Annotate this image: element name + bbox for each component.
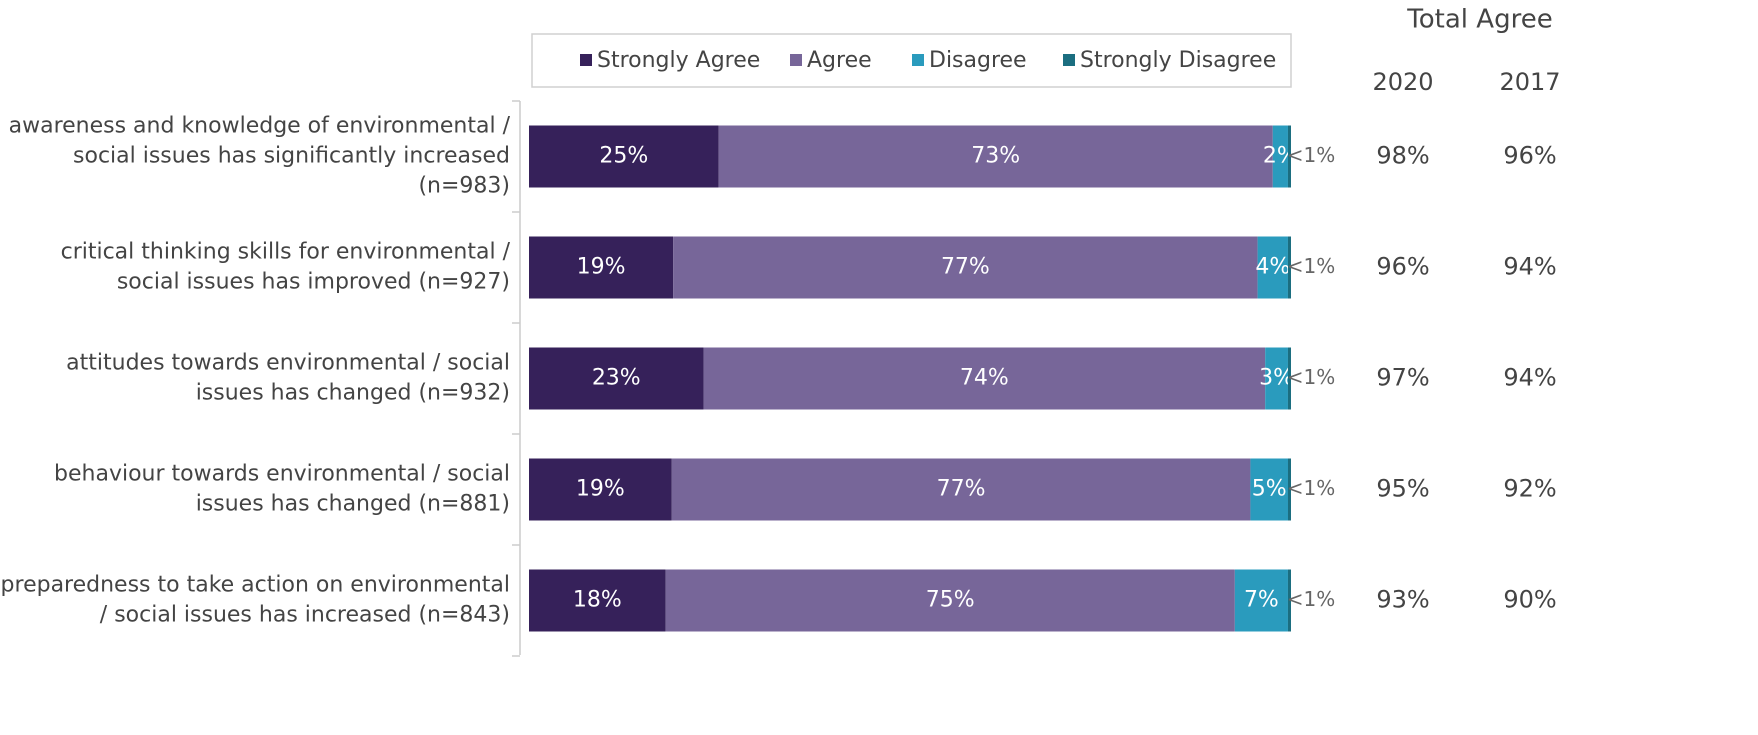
category-label: awareness and knowledge of environmental…	[9, 114, 511, 199]
category-label: preparedness to take action on environme…	[1, 573, 510, 628]
column-header: 2017	[1499, 68, 1560, 96]
legend-label: Agree	[807, 48, 872, 73]
bar-segment	[1234, 569, 1288, 632]
data-label: <1%	[1287, 587, 1336, 611]
legend-label: Strongly Agree	[597, 48, 760, 73]
total-agree-value: 94%	[1503, 364, 1556, 392]
data-label: 4%	[1255, 255, 1290, 280]
data-label: 74%	[960, 366, 1009, 391]
bar-segment	[671, 458, 1251, 521]
data-label: 18%	[573, 588, 622, 613]
legend-label: Strongly Disagree	[1080, 48, 1276, 73]
data-label: 19%	[576, 477, 625, 502]
bar-segment	[529, 458, 672, 521]
bar-segment	[1287, 125, 1291, 188]
total-agree-value: 95%	[1376, 475, 1429, 503]
legend-swatch	[790, 54, 802, 66]
data-label: 7%	[1244, 588, 1279, 613]
bar-segment	[529, 125, 719, 188]
bar-segment	[1257, 236, 1288, 299]
bar-segment	[718, 125, 1273, 188]
data-label: 2%	[1263, 144, 1298, 169]
total-agree-title: Total Agree	[1406, 5, 1552, 35]
bar-segment	[1287, 458, 1291, 521]
total-agree-value: 90%	[1503, 586, 1556, 614]
category-label: behaviour towards environmental / social…	[54, 462, 510, 517]
data-label: 19%	[577, 255, 626, 280]
data-label: <1%	[1287, 365, 1336, 389]
bar-segment	[529, 236, 674, 299]
total-agree-value: 96%	[1503, 142, 1556, 170]
category-label: attitudes towards environmental / social…	[66, 351, 510, 406]
data-label: <1%	[1287, 143, 1336, 167]
legend-swatch	[1063, 54, 1075, 66]
column-header: 2020	[1372, 68, 1433, 96]
bar-segment	[1272, 125, 1288, 188]
bar-segment	[1265, 347, 1288, 410]
data-label: <1%	[1287, 476, 1336, 500]
bar-segment	[673, 236, 1258, 299]
bar-segment	[703, 347, 1266, 410]
bar-segment	[529, 569, 666, 632]
total-agree-value: 96%	[1376, 253, 1429, 281]
data-label: 23%	[592, 366, 641, 391]
category-label: critical thinking skills for environment…	[61, 240, 511, 295]
data-label: 77%	[937, 477, 986, 502]
total-agree-value: 94%	[1503, 253, 1556, 281]
bar-segment	[1287, 347, 1291, 410]
bar-segment	[1287, 569, 1291, 632]
data-label: 5%	[1252, 477, 1287, 502]
legend-swatch	[580, 54, 592, 66]
legend-box	[531, 33, 1292, 88]
total-agree-value: 97%	[1376, 364, 1429, 392]
data-label: 25%	[599, 144, 648, 169]
bar-segment	[529, 347, 704, 410]
bar-segment	[1287, 236, 1291, 299]
total-agree-value: 98%	[1376, 142, 1429, 170]
legend-label: Disagree	[929, 48, 1027, 73]
total-agree-value: 93%	[1376, 586, 1429, 614]
data-label: <1%	[1287, 254, 1336, 278]
data-label: 75%	[926, 588, 975, 613]
legend-swatch	[912, 54, 924, 66]
data-label: 73%	[971, 144, 1020, 169]
total-agree-value: 92%	[1503, 475, 1556, 503]
data-label: 77%	[941, 255, 990, 280]
bar-segment	[665, 569, 1235, 632]
bar-segment	[1250, 458, 1288, 521]
